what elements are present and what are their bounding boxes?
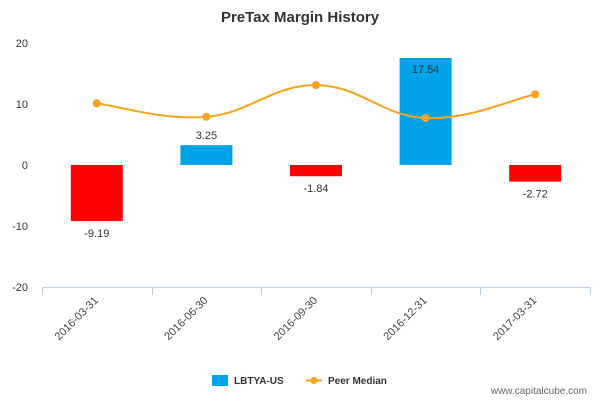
- legend-line-marker: [310, 377, 318, 384]
- legend-line-label: Peer Median: [328, 376, 387, 387]
- bar: [290, 165, 342, 177]
- peer-median-path: [96, 84, 536, 120]
- bars: [70, 58, 562, 222]
- bar-data-label: 17.54: [412, 64, 440, 76]
- peer-median-point: [92, 99, 101, 108]
- x-tick-label: 2017-03-31: [491, 295, 539, 343]
- x-tick-label: 2016-12-31: [381, 295, 429, 343]
- x-tick-label: 2016-09-30: [272, 295, 320, 343]
- legend-bar-swatch: [212, 375, 228, 386]
- y-tick-label: 10: [16, 99, 28, 111]
- y-tick-label: 0: [22, 160, 28, 172]
- y-tick-label: -20: [12, 282, 28, 294]
- bar-data-label: -1.84: [303, 183, 328, 195]
- peer-median-point: [312, 81, 320, 90]
- bar: [180, 145, 233, 165]
- watermark: www.capitalcube.com: [490, 386, 587, 397]
- chart-title: PreTax Margin History: [221, 9, 380, 26]
- data-labels: -9.19 3.25 -1.84 17.54 -2.72: [84, 64, 547, 240]
- legend-bar-label: LBTYA-US: [234, 376, 284, 387]
- bar-data-label: -9.19: [84, 228, 109, 240]
- peer-median-point: [531, 90, 540, 99]
- bar: [399, 58, 452, 166]
- bar: [509, 165, 562, 182]
- y-tick-label: -10: [12, 221, 28, 233]
- legend: LBTYA-US Peer Median: [212, 375, 387, 387]
- x-tick-label: 2016-06-30: [162, 295, 210, 343]
- peer-median-point: [202, 112, 211, 121]
- bar: [70, 165, 123, 222]
- y-tick-label: 20: [16, 38, 28, 50]
- x-tick-label: 2016-03-31: [53, 295, 101, 343]
- peer-median-point: [421, 114, 430, 123]
- bar-data-label: -2.72: [523, 189, 548, 201]
- bar-data-label: 3.25: [196, 130, 217, 142]
- peer-median-line: [92, 81, 540, 123]
